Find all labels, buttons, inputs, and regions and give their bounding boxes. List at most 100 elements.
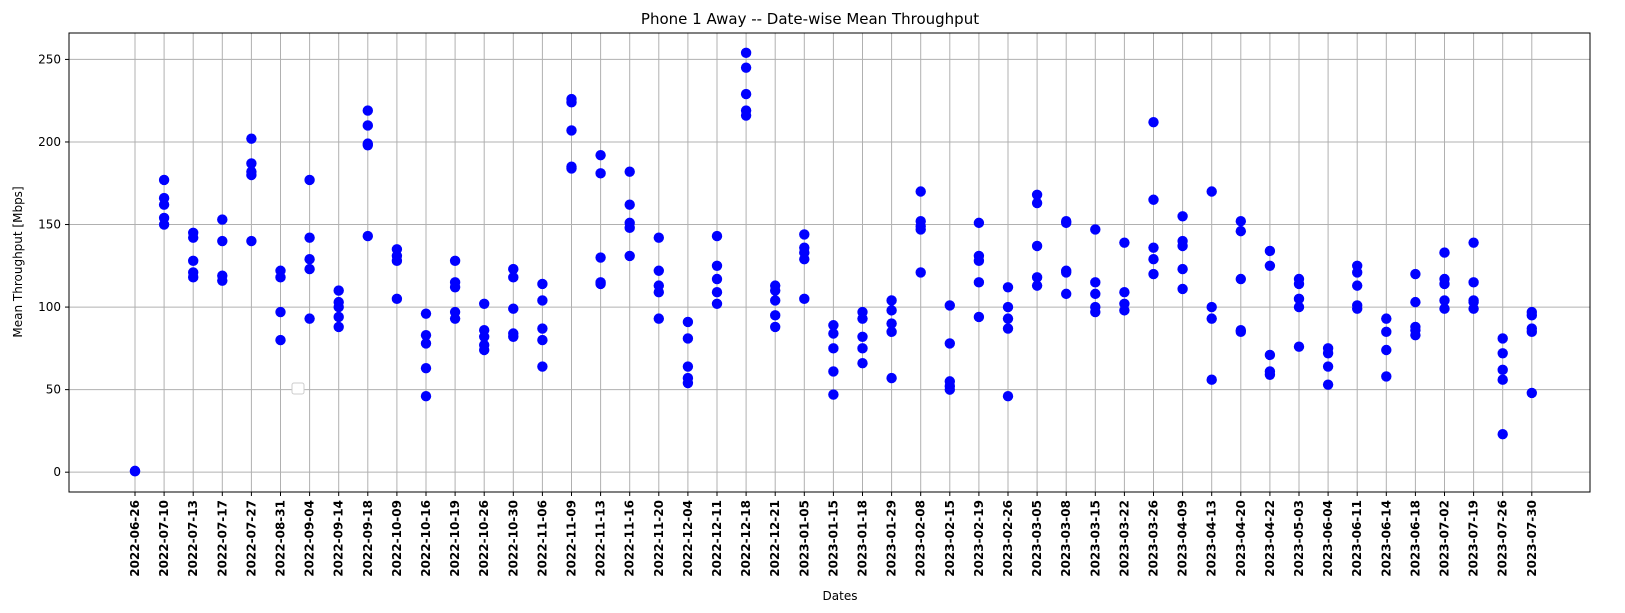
data-point bbox=[1061, 265, 1072, 276]
data-point bbox=[362, 230, 373, 242]
data-point bbox=[479, 339, 490, 351]
data-point bbox=[1264, 245, 1276, 257]
x-tick-label: 2023-06-04 bbox=[1321, 500, 1335, 577]
data-point bbox=[304, 174, 315, 186]
data-point bbox=[1293, 273, 1305, 285]
data-point bbox=[770, 280, 781, 291]
data-point bbox=[915, 267, 926, 278]
data-point bbox=[304, 232, 315, 243]
data-point bbox=[624, 250, 635, 262]
data-point bbox=[1526, 387, 1538, 399]
x-tick-label: 2022-06-26 bbox=[128, 500, 142, 577]
data-point bbox=[944, 338, 955, 349]
data-point bbox=[449, 306, 461, 318]
data-point bbox=[1381, 371, 1392, 382]
legend bbox=[291, 382, 305, 395]
data-point bbox=[799, 229, 810, 240]
data-point bbox=[420, 362, 432, 374]
x-tick-label: 2022-10-26 bbox=[477, 500, 491, 577]
y-tick-label: 50 bbox=[46, 383, 61, 397]
x-tick-label: 2022-10-09 bbox=[390, 500, 404, 577]
data-point bbox=[275, 334, 286, 346]
x-axis: 2022-06-26 2022-07-10 2022-07-13 2022-07-17… bbox=[128, 492, 1539, 577]
data-point bbox=[1148, 242, 1159, 253]
x-tick-label: 2022-12-21 bbox=[768, 500, 782, 577]
data-point bbox=[1352, 260, 1363, 272]
data-point bbox=[1061, 288, 1072, 300]
data-point bbox=[1206, 186, 1217, 197]
data-point bbox=[1439, 247, 1450, 258]
data-point bbox=[595, 149, 606, 161]
data-point bbox=[1381, 344, 1392, 356]
data-point bbox=[1322, 361, 1334, 372]
data-point bbox=[1322, 343, 1334, 354]
data-point bbox=[595, 168, 606, 179]
data-point bbox=[158, 212, 170, 224]
data-point bbox=[886, 318, 897, 329]
y-tick-label: 150 bbox=[38, 218, 61, 232]
data-point bbox=[1439, 303, 1450, 314]
data-point bbox=[1002, 313, 1014, 324]
data-point bbox=[1206, 301, 1217, 313]
data-point bbox=[275, 265, 286, 276]
data-point bbox=[508, 263, 519, 275]
data-point bbox=[857, 331, 868, 342]
x-tick-label: 2022-09-18 bbox=[361, 500, 375, 577]
data-point bbox=[129, 465, 141, 477]
data-point bbox=[886, 305, 897, 316]
x-tick-label: 2022-10-30 bbox=[506, 500, 520, 577]
data-point bbox=[420, 391, 432, 402]
data-point bbox=[1293, 301, 1305, 313]
data-point bbox=[828, 343, 839, 354]
data-point bbox=[1148, 253, 1159, 265]
data-point bbox=[508, 328, 519, 339]
data-point bbox=[1002, 282, 1014, 293]
y-axis: 0 50 100 150 200 250 bbox=[38, 52, 69, 479]
data-point bbox=[333, 285, 344, 296]
x-tick-label: 2023-04-09 bbox=[1176, 500, 1190, 577]
x-tick-label: 2023-02-19 bbox=[972, 500, 986, 577]
data-point bbox=[158, 192, 170, 204]
x-tick-label: 2022-11-06 bbox=[535, 500, 549, 577]
data-point bbox=[1410, 296, 1421, 308]
data-point bbox=[1468, 295, 1479, 306]
data-point bbox=[1235, 273, 1247, 285]
data-point bbox=[1381, 326, 1392, 338]
x-tick-label: 2022-07-13 bbox=[186, 500, 200, 577]
data-point bbox=[1468, 277, 1479, 288]
data-point bbox=[1148, 268, 1159, 280]
data-point bbox=[711, 298, 723, 309]
data-point bbox=[304, 253, 315, 265]
data-point bbox=[246, 166, 257, 177]
data-point bbox=[828, 320, 839, 331]
data-point bbox=[915, 186, 926, 197]
data-point bbox=[362, 138, 373, 149]
data-point bbox=[799, 242, 810, 253]
data-point bbox=[624, 217, 635, 229]
data-point bbox=[595, 252, 606, 263]
data-point bbox=[391, 293, 403, 305]
data-point bbox=[304, 313, 315, 324]
data-point bbox=[246, 133, 257, 144]
x-tick-label: 2022-08-31 bbox=[274, 500, 288, 577]
data-point bbox=[1264, 349, 1276, 361]
data-point bbox=[1526, 323, 1538, 334]
data-point bbox=[1031, 240, 1043, 252]
data-point bbox=[420, 338, 432, 349]
data-point bbox=[217, 270, 228, 281]
data-point bbox=[740, 105, 752, 116]
data-point bbox=[333, 311, 344, 323]
data-point bbox=[1031, 272, 1043, 283]
x-tick-label: 2023-07-30 bbox=[1525, 500, 1539, 577]
x-tick-label: 2022-07-27 bbox=[244, 500, 258, 577]
data-point bbox=[1439, 273, 1450, 285]
data-point bbox=[1148, 194, 1159, 205]
data-point bbox=[915, 216, 926, 227]
data-point bbox=[1497, 333, 1508, 344]
data-point bbox=[566, 93, 577, 105]
data-point bbox=[537, 334, 548, 346]
data-point bbox=[653, 313, 664, 324]
data-point bbox=[537, 361, 548, 372]
y-tick-label: 250 bbox=[38, 52, 61, 66]
grid bbox=[69, 33, 1590, 492]
